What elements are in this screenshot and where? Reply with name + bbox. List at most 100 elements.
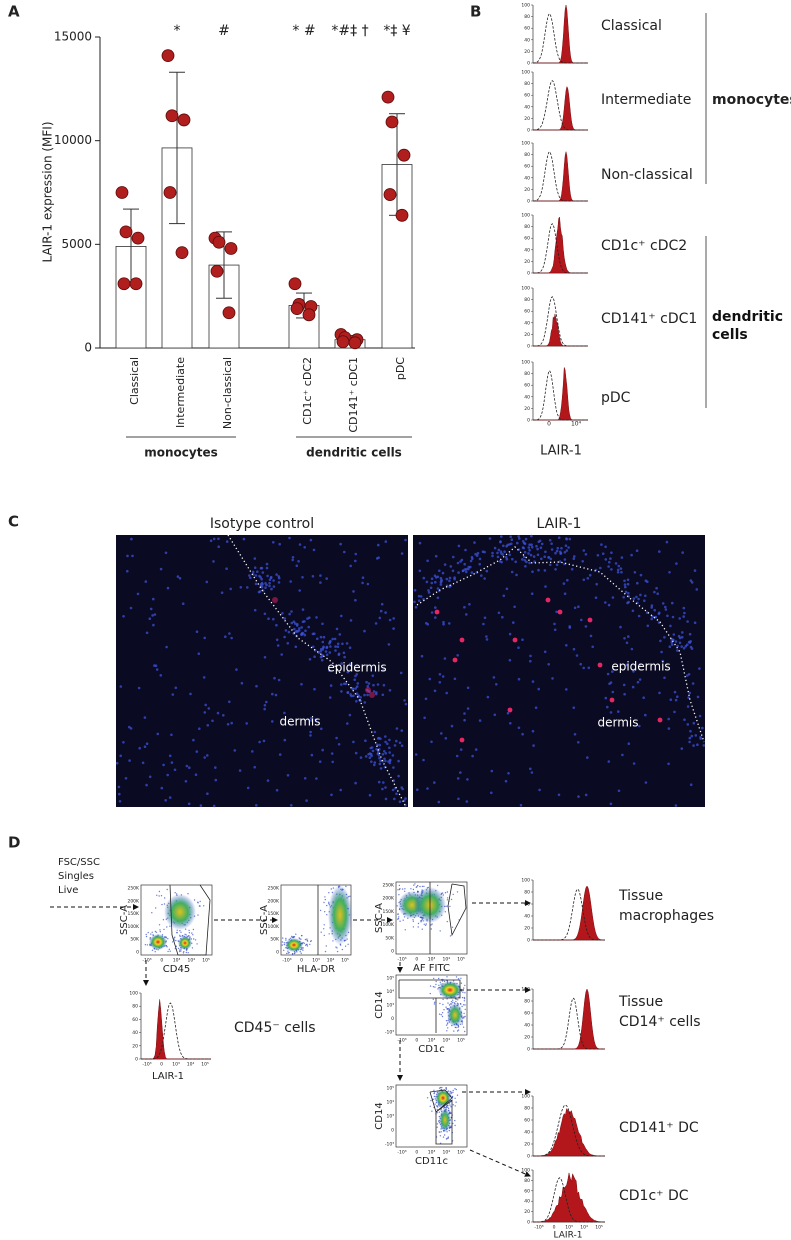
nucleus xyxy=(151,614,154,617)
hist-y-tick-label: 80 xyxy=(524,1106,530,1112)
hist-y-tick-label: 0 xyxy=(527,1154,530,1160)
event xyxy=(445,1024,448,1026)
nucleus xyxy=(607,603,611,607)
nucleus xyxy=(599,566,602,570)
x-tick-label: 10⁵ xyxy=(595,1225,603,1231)
nucleus xyxy=(619,567,623,570)
nucleus xyxy=(575,654,579,657)
nucleus xyxy=(143,716,147,719)
nucleus xyxy=(519,803,523,807)
nucleus xyxy=(623,637,626,640)
nucleus xyxy=(152,597,155,601)
nucleus xyxy=(253,566,257,569)
nucleus xyxy=(589,634,593,638)
nucleus xyxy=(145,783,148,787)
nucleus xyxy=(604,558,608,561)
hist-y-tick-label: 0 xyxy=(527,1047,530,1053)
nucleus xyxy=(377,754,381,757)
nucleus xyxy=(373,761,377,764)
nucleus xyxy=(379,767,383,770)
nucleus xyxy=(262,739,266,743)
x-tick-label: 10³ xyxy=(173,958,181,964)
event xyxy=(457,1025,460,1028)
nucleus xyxy=(388,751,392,754)
nucleus xyxy=(531,680,535,683)
event xyxy=(306,945,309,947)
significance: *#‡ † xyxy=(331,23,368,39)
population-label: CD141⁺ cDC1 xyxy=(601,311,697,327)
event xyxy=(324,896,326,898)
stain xyxy=(459,637,465,643)
nucleus xyxy=(650,606,653,609)
nucleus xyxy=(296,623,299,626)
nucleus xyxy=(303,633,307,637)
event xyxy=(196,943,198,945)
nucleus xyxy=(538,539,542,543)
nucleus xyxy=(657,612,661,616)
group-label: dendritic cells xyxy=(712,309,783,343)
nucleus xyxy=(202,676,206,679)
event xyxy=(441,1012,444,1014)
event xyxy=(424,924,427,926)
nucleus xyxy=(505,587,509,591)
nucleus xyxy=(464,548,467,552)
event xyxy=(291,953,294,955)
nucleus xyxy=(205,580,209,584)
nucleus xyxy=(426,559,429,563)
nucleus xyxy=(582,578,586,582)
nucleus xyxy=(469,565,472,569)
nucleus xyxy=(153,664,156,667)
nucleus xyxy=(377,780,381,784)
nucleus xyxy=(633,571,637,574)
event xyxy=(282,937,284,939)
population-label: CD141⁺ DC xyxy=(619,1120,699,1136)
event xyxy=(326,914,328,916)
nucleus xyxy=(206,792,209,795)
x-tick-label: 10⁴ xyxy=(442,1038,450,1044)
event xyxy=(168,948,170,950)
nucleus xyxy=(591,645,594,649)
nucleus xyxy=(363,629,366,633)
nucleus xyxy=(523,542,527,545)
nucleus xyxy=(441,675,445,678)
event xyxy=(185,951,187,954)
nucleus xyxy=(695,588,699,591)
hist-y-tick-label: 100 xyxy=(521,286,530,292)
nucleus xyxy=(544,550,547,554)
event xyxy=(442,1136,445,1138)
nucleus xyxy=(600,543,603,546)
nucleus xyxy=(524,565,527,568)
event xyxy=(180,950,182,952)
event xyxy=(154,930,157,933)
stain xyxy=(609,697,615,703)
x-axis-title: LAIR-1 xyxy=(152,1071,184,1082)
nucleus xyxy=(240,681,244,685)
nucleus xyxy=(540,542,544,546)
gate xyxy=(398,979,461,999)
nucleus xyxy=(128,759,131,762)
event xyxy=(436,884,439,887)
nucleus xyxy=(289,580,293,583)
nucleus xyxy=(315,777,318,780)
nucleus xyxy=(304,629,307,633)
event xyxy=(176,929,178,931)
nucleus xyxy=(430,577,434,580)
nucleus xyxy=(676,649,679,652)
event xyxy=(179,950,181,953)
micrograph xyxy=(413,535,705,807)
gating-note: Singles xyxy=(58,871,94,882)
nucleus xyxy=(305,799,308,802)
nucleus xyxy=(497,548,501,552)
nucleus xyxy=(560,546,563,550)
nucleus xyxy=(463,718,466,722)
event xyxy=(398,894,400,896)
nucleus xyxy=(397,759,400,763)
nucleus xyxy=(309,734,312,737)
nucleus xyxy=(557,793,561,797)
hist-y-tick-label: 40 xyxy=(524,1130,530,1136)
nucleus xyxy=(368,793,372,797)
nucleus xyxy=(514,560,517,564)
nucleus xyxy=(355,692,359,695)
nucleus xyxy=(617,710,620,713)
nucleus xyxy=(550,542,553,545)
